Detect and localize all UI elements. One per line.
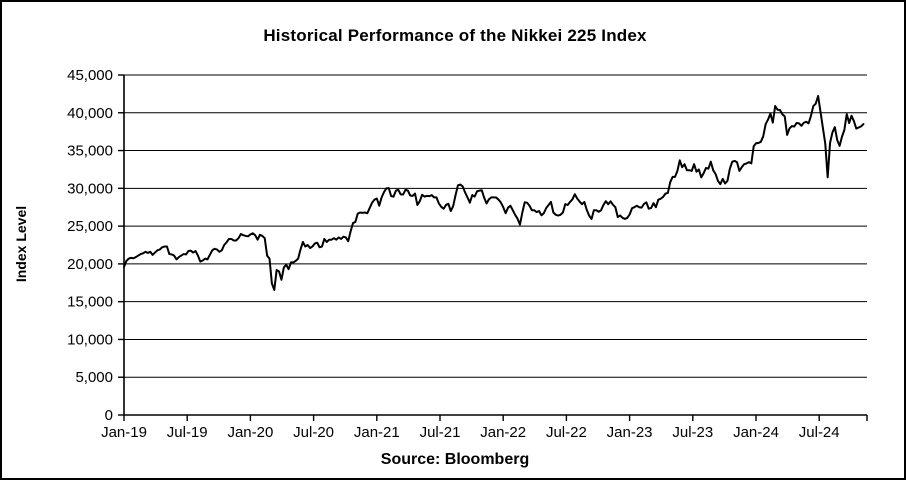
x-tick-label: Jan-22 bbox=[480, 424, 526, 441]
y-tick-label: 0 bbox=[105, 407, 113, 424]
y-tick-label: 35,000 bbox=[67, 143, 113, 160]
x-tick-label: Jan-19 bbox=[101, 424, 147, 441]
y-tick-label: 40,000 bbox=[67, 105, 113, 122]
nikkei-line-series bbox=[123, 95, 865, 291]
x-tick-label: Jan-21 bbox=[354, 424, 400, 441]
source-caption: Source: Bloomberg bbox=[380, 451, 530, 468]
y-tick-label: 45,000 bbox=[67, 67, 113, 84]
x-tick-label: Jan-23 bbox=[607, 424, 653, 441]
x-tick-label: Jul-24 bbox=[799, 424, 840, 441]
x-tick-label: Jan-24 bbox=[733, 424, 779, 441]
y-tick-label: 15,000 bbox=[67, 294, 113, 311]
x-tick-label: Jul-23 bbox=[672, 424, 713, 441]
x-tick-label: Jan-20 bbox=[227, 424, 273, 441]
x-tick-label: Jul-21 bbox=[420, 424, 461, 441]
y-tick-label: 10,000 bbox=[67, 331, 113, 348]
y-tick-label: 30,000 bbox=[67, 180, 113, 197]
y-tick-label: 20,000 bbox=[67, 256, 113, 273]
chart-title: Historical Performance of the Nikkei 225… bbox=[263, 26, 647, 45]
x-tick-label: Jul-22 bbox=[546, 424, 587, 441]
x-tick-label: Jul-19 bbox=[167, 424, 208, 441]
y-tick-label: 5,000 bbox=[75, 369, 113, 386]
y-tick-label: 25,000 bbox=[67, 218, 113, 235]
x-tick-label: Jul-20 bbox=[293, 424, 334, 441]
